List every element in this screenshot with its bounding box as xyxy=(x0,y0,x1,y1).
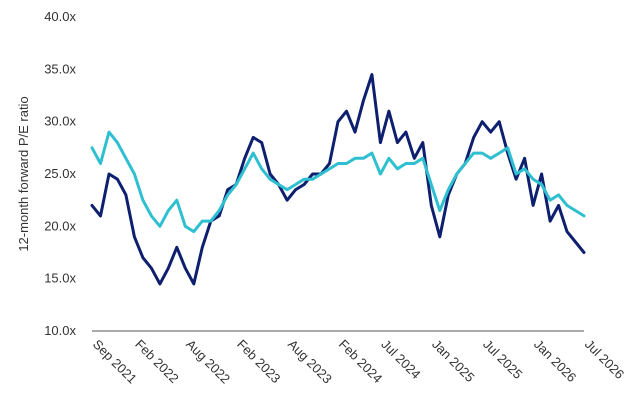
x-tick-label: Feb 2024 xyxy=(336,337,385,386)
x-tick-label: Aug 2022 xyxy=(183,337,233,387)
y-tick-label: 30.0x xyxy=(44,114,76,129)
series-group xyxy=(90,73,586,286)
x-tick-label: Jan 2026 xyxy=(531,337,579,385)
x-tick-label: Jul 2025 xyxy=(480,337,525,382)
series-line-1 xyxy=(90,73,586,286)
y-tick-label: 15.0x xyxy=(44,271,76,286)
y-tick-label: 35.0x xyxy=(44,61,76,76)
x-tick-label: Sep 2021 xyxy=(90,337,140,387)
y-tick-label: 10.0x xyxy=(44,323,76,338)
x-tick-label: Jul 2026 xyxy=(582,337,624,382)
x-tick-label: Jan 2025 xyxy=(429,337,477,385)
y-tick-label: 25.0x xyxy=(44,166,76,181)
x-tick-label: Aug 2023 xyxy=(285,337,335,387)
x-tick-label: Feb 2023 xyxy=(234,337,283,386)
y-tick-label: 20.0x xyxy=(44,218,76,233)
y-axis-ticks: 10.0x 15.0x 20.0x 25.0x 30.0x 35.0x 40.0x xyxy=(44,9,76,338)
series-line-2 xyxy=(90,130,586,234)
y-axis-title: 12-month forward P/E ratio xyxy=(16,96,31,251)
x-tick-label: Feb 2022 xyxy=(132,337,181,386)
y-tick-label: 40.0x xyxy=(44,9,76,24)
